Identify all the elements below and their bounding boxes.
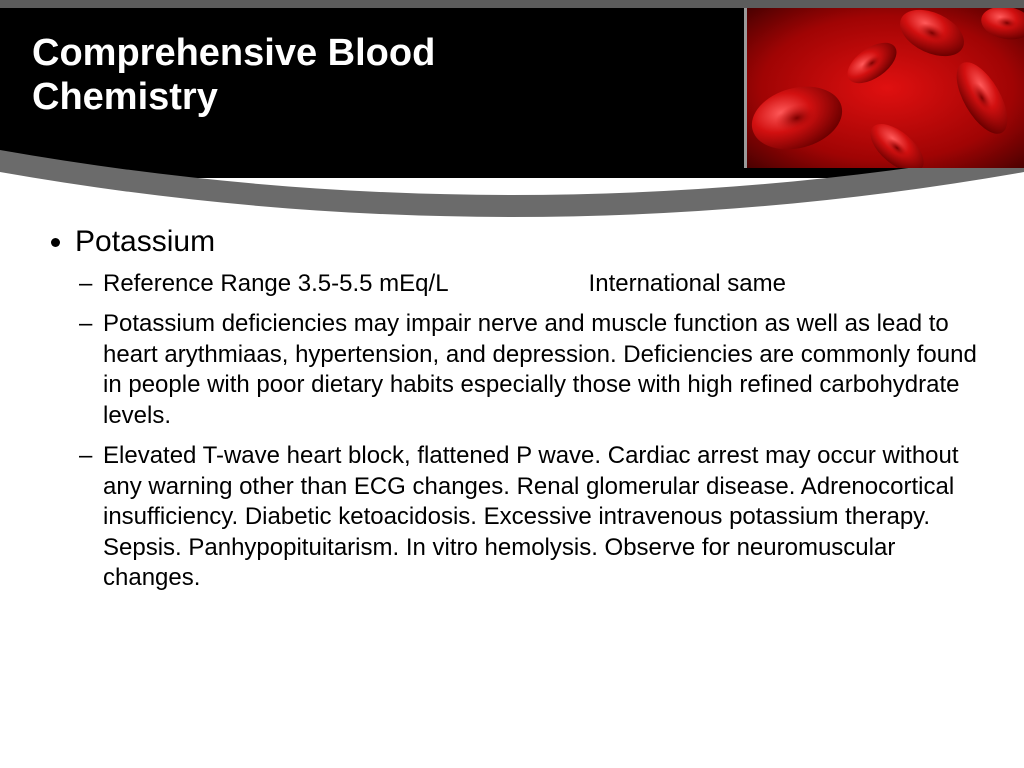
reference-range-text: Reference Range 3.5-5.5 mEq/L (103, 269, 449, 299)
slide: Comprehensive Blood Chemistry Potassium … (0, 0, 1024, 768)
topic-label: Potassium (75, 225, 215, 258)
blood-cells-image (744, 8, 1024, 168)
blood-cells-svg (747, 8, 1024, 168)
bullet-list-level1: Potassium Reference Range 3.5-5.5 mEq/L I… (45, 225, 979, 594)
bullet-list-level2: Reference Range 3.5-5.5 mEq/L Internation… (75, 269, 979, 594)
sub-bullet-deficiency: Potassium deficiencies may impair nerve … (103, 309, 979, 431)
reference-international-text: International same (589, 269, 786, 299)
topic-item: Potassium Reference Range 3.5-5.5 mEq/L I… (75, 225, 979, 594)
slide-title: Comprehensive Blood Chemistry (32, 32, 592, 119)
sub-bullet-reference: Reference Range 3.5-5.5 mEq/L Internation… (103, 269, 979, 299)
slide-body: Potassium Reference Range 3.5-5.5 mEq/L I… (45, 225, 979, 604)
sub-bullet-elevated: Elevated T-wave heart block, flattened P… (103, 441, 979, 593)
